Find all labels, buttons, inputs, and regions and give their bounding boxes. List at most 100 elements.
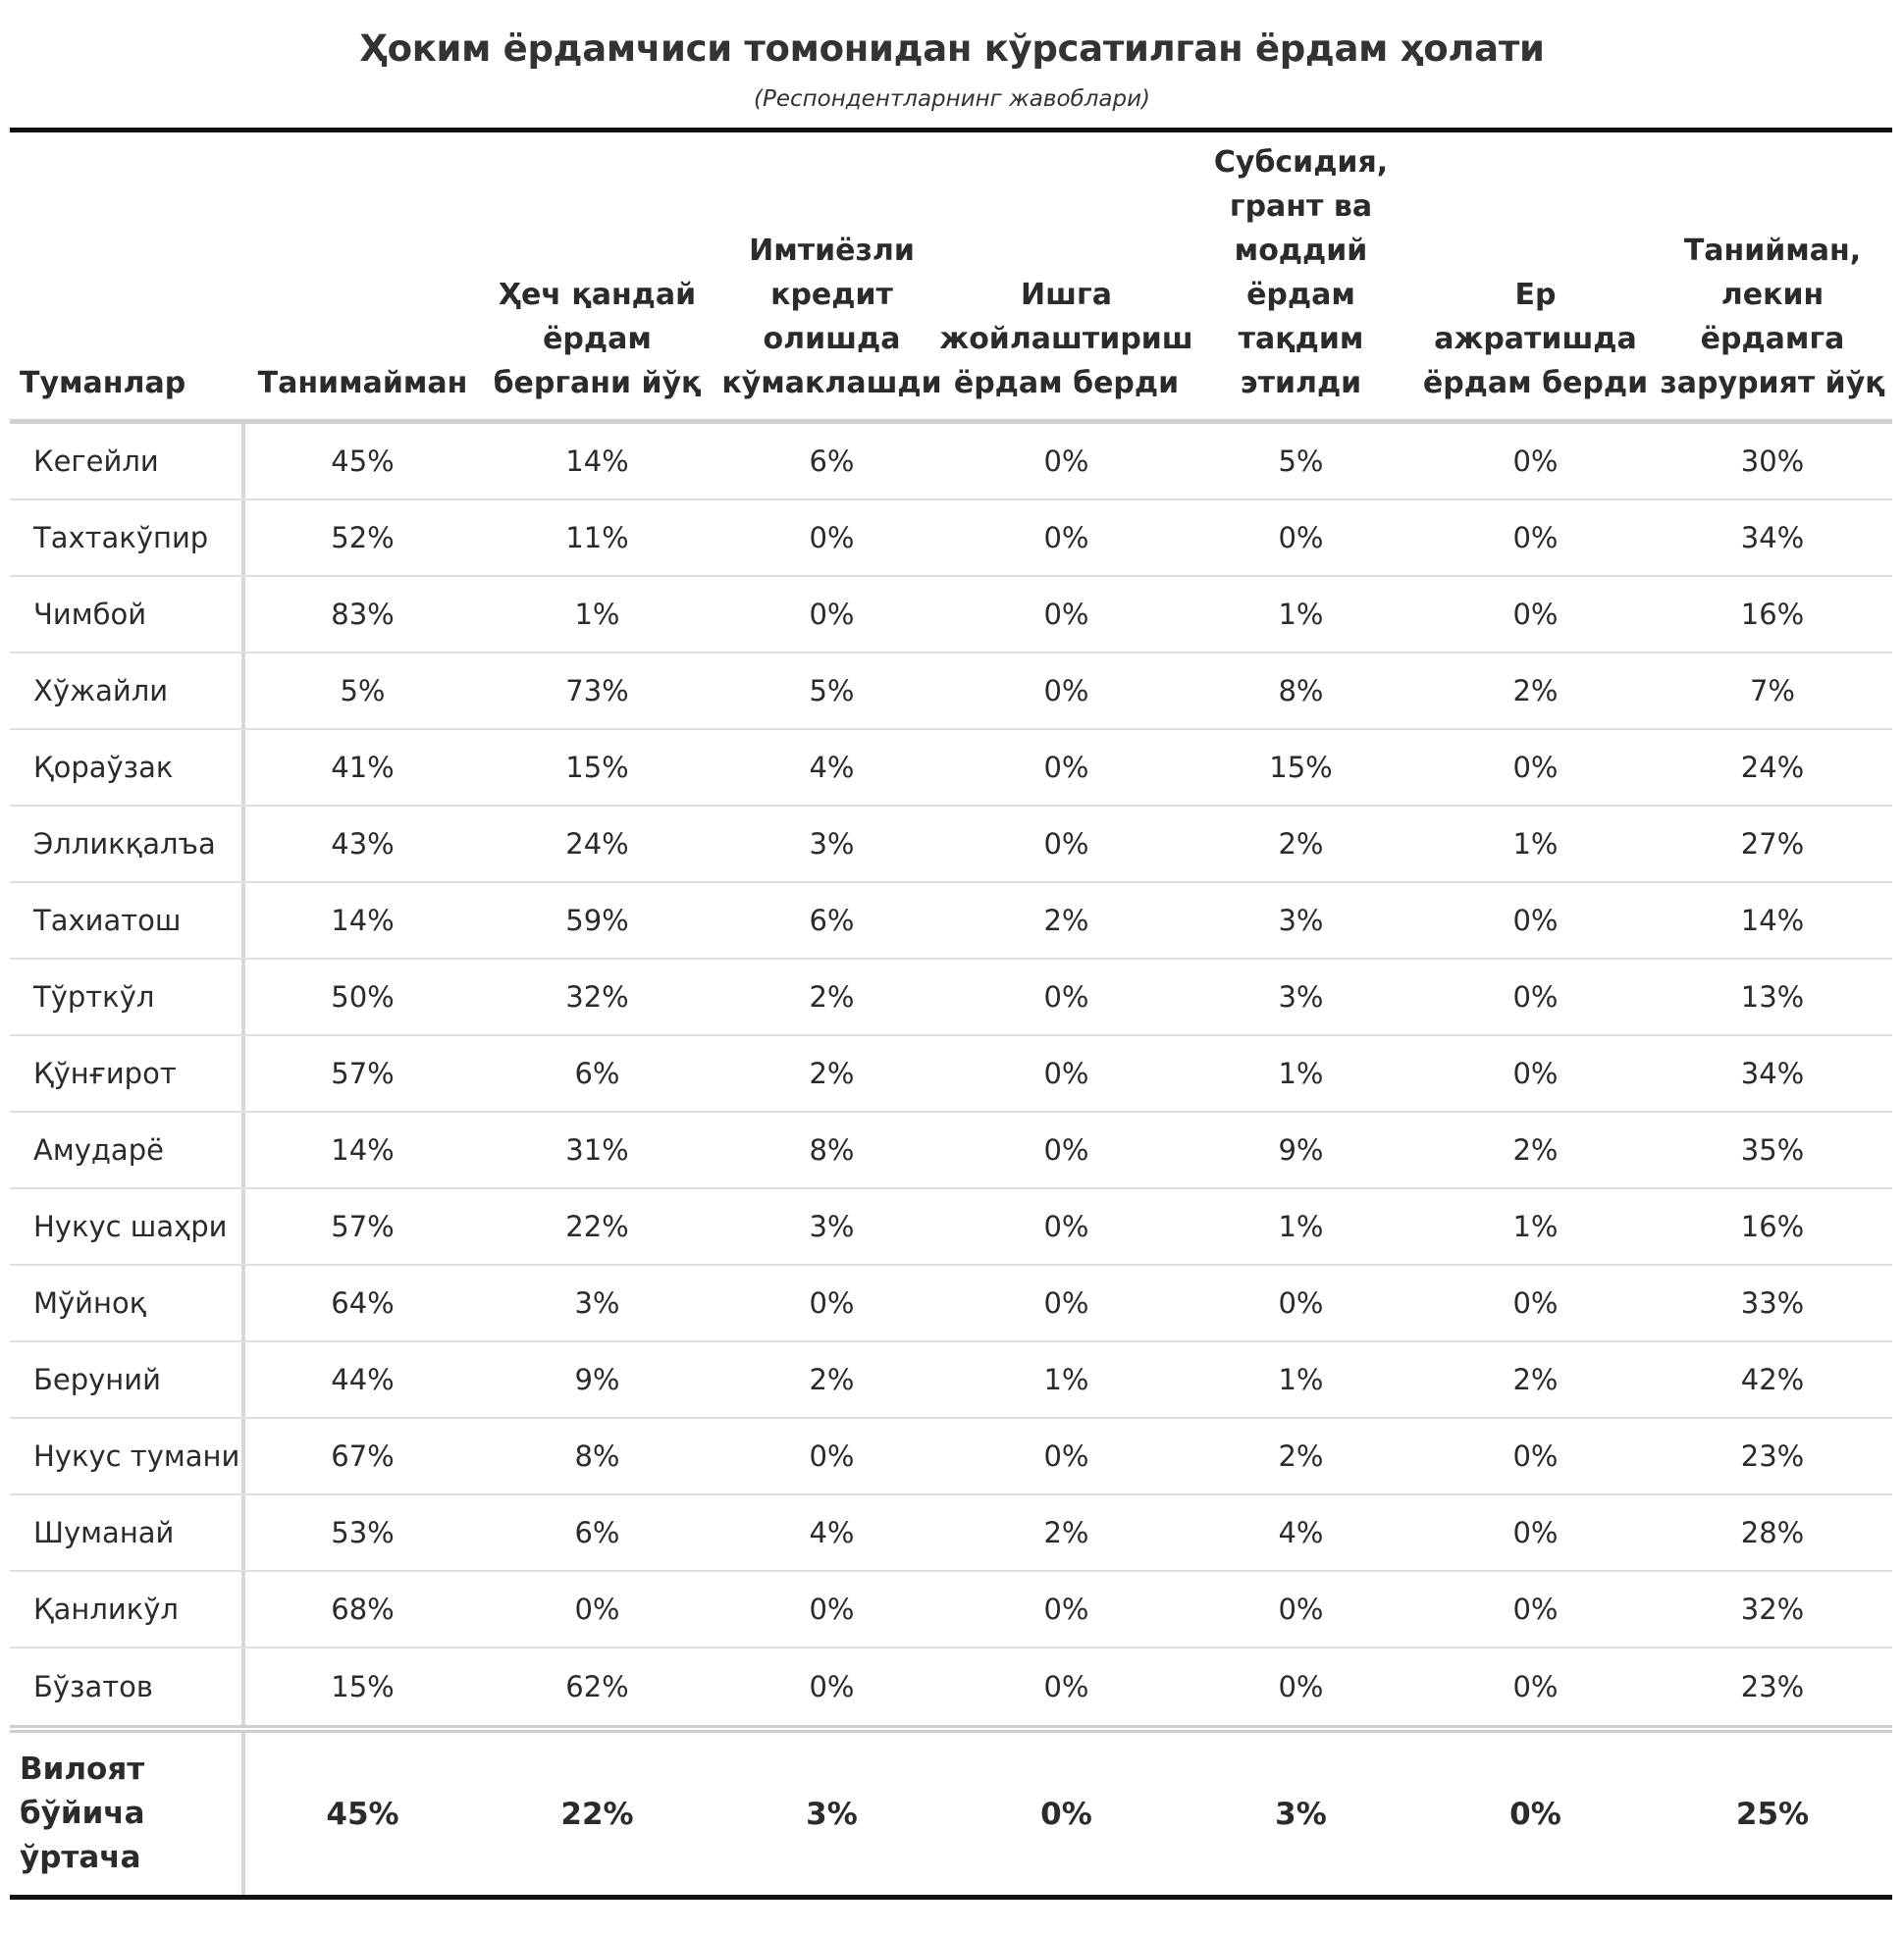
value-cell: 32% [565, 980, 629, 1014]
value-cell: 4% [809, 751, 855, 784]
value-cell: 34% [1740, 521, 1805, 554]
value-cell: 0% [1043, 1593, 1089, 1626]
value-cell: 0% [1043, 1286, 1089, 1320]
value-cell: 62% [565, 1670, 629, 1703]
footer-label-cell: Вилоят бўйича ўртача [10, 1733, 245, 1895]
value-cell: 0% [809, 521, 855, 554]
value-cell: 1% [1278, 1057, 1324, 1090]
district-name-cell: Тахиатош [10, 883, 245, 958]
value-cell: 0% [1043, 751, 1089, 784]
value-cell: 2% [809, 1057, 855, 1090]
district-name-cell: Амударё [10, 1113, 245, 1187]
value-cell: 2% [1512, 1133, 1559, 1167]
value-cell: 1% [1278, 1210, 1324, 1243]
value-cell: 59% [565, 904, 629, 937]
value-cell: 0% [809, 1670, 855, 1703]
value-cell: 0% [1512, 904, 1559, 937]
value-cell: 1% [574, 598, 620, 631]
footer-value-cell: 45% [326, 1796, 399, 1832]
table-body: Кегейли 45% 14% 6% 0% 5% 0% 30% Тахтакўпир 52% 11%… [10, 424, 1892, 1725]
data-table: Туманлар Танимайман Ҳеч қандай ёрдам бер… [10, 128, 1892, 1900]
value-cell: 8% [574, 1439, 620, 1473]
column-header-credit-help: Имтиёзли кредит олишда кўмаклашди [721, 234, 942, 400]
value-cell: 83% [331, 598, 395, 631]
value-cell: 3% [809, 827, 855, 861]
footer-value-cell: 22% [560, 1796, 634, 1832]
value-cell: 41% [331, 751, 395, 784]
value-cell: 2% [1512, 674, 1559, 707]
district-name-cell: Нукус тумани [10, 1419, 245, 1493]
footer-value-cell: 0% [1040, 1796, 1092, 1832]
table-row: Тахтакўпир 52% 11% 0% 0% 0% 0% 34% [10, 500, 1892, 577]
value-cell: 0% [1043, 827, 1089, 861]
value-cell: 4% [1278, 1516, 1324, 1549]
value-cell: 9% [574, 1363, 620, 1396]
value-cell: 67% [331, 1439, 395, 1473]
value-cell: 3% [1278, 904, 1324, 937]
district-name-cell: Чимбой [10, 577, 245, 652]
value-cell: 1% [1278, 1363, 1324, 1396]
value-cell: 28% [1740, 1516, 1805, 1549]
table-footer-row: Вилоят бўйича ўртача 45% 22% 3% 0% 3% 0% 25% [10, 1733, 1892, 1900]
value-cell: 45% [331, 445, 395, 478]
value-cell: 0% [1043, 1133, 1089, 1167]
value-cell: 0% [1512, 1439, 1559, 1473]
value-cell: 0% [809, 598, 855, 631]
value-cell: 32% [1740, 1593, 1805, 1626]
footer-divider [10, 1725, 1892, 1733]
value-cell: 14% [565, 445, 629, 478]
value-cell: 3% [809, 1210, 855, 1243]
value-cell: 2% [1043, 904, 1089, 937]
value-cell: 57% [331, 1057, 395, 1090]
table-row: Беруний 44% 9% 2% 1% 1% 2% 42% [10, 1342, 1892, 1419]
value-cell: 14% [331, 1133, 395, 1167]
value-cell: 73% [565, 674, 629, 707]
table-row: Қанликўл 68% 0% 0% 0% 0% 0% 32% [10, 1572, 1892, 1648]
value-cell: 6% [809, 904, 855, 937]
value-cell: 7% [1749, 674, 1795, 707]
footer-value-cell: 25% [1735, 1796, 1810, 1832]
column-header-land-help: Ер ажратишда ёрдам берди [1422, 278, 1649, 400]
value-cell: 16% [1740, 1210, 1805, 1243]
footer-value-cell: 3% [1275, 1796, 1327, 1832]
district-name-cell: Тўрткўл [10, 960, 245, 1034]
value-cell: 0% [1043, 1670, 1089, 1703]
value-cell: 0% [1043, 598, 1089, 631]
district-name-cell: Беруний [10, 1342, 245, 1417]
column-header-no-help: Ҳеч қандай ёрдам бергани йўқ [493, 278, 702, 400]
value-cell: 0% [1043, 445, 1089, 478]
value-cell: 0% [1512, 751, 1559, 784]
value-cell: 0% [1512, 445, 1559, 478]
value-cell: 0% [1512, 1670, 1559, 1703]
value-cell: 43% [331, 827, 395, 861]
value-cell: 0% [1512, 980, 1559, 1014]
value-cell: 9% [1278, 1133, 1324, 1167]
table-row: Амударё 14% 31% 8% 0% 9% 2% 35% [10, 1113, 1892, 1189]
district-name-cell: Қўнғирот [10, 1036, 245, 1111]
table-row: Хўжайли 5% 73% 5% 0% 8% 2% 7% [10, 654, 1892, 730]
value-cell: 14% [1740, 904, 1805, 937]
district-name-cell: Бўзатов [10, 1648, 245, 1725]
value-cell: 8% [809, 1133, 855, 1167]
value-cell: 68% [331, 1593, 395, 1626]
value-cell: 0% [1043, 674, 1089, 707]
value-cell: 0% [1278, 1593, 1324, 1626]
value-cell: 50% [331, 980, 395, 1014]
value-cell: 0% [1512, 1057, 1559, 1090]
value-cell: 2% [1043, 1516, 1089, 1549]
column-header-subsidy-help: Субсидия, грант ва моддий ёрдам тақдим э… [1213, 145, 1389, 400]
district-name-cell: Мўйноқ [10, 1266, 245, 1340]
value-cell: 0% [1512, 1286, 1559, 1320]
value-cell: 31% [565, 1133, 629, 1167]
value-cell: 0% [1043, 1210, 1089, 1243]
table-row: Тахиатош 14% 59% 6% 2% 3% 0% 14% [10, 883, 1892, 960]
value-cell: 2% [809, 980, 855, 1014]
value-cell: 2% [809, 1363, 855, 1396]
value-cell: 5% [1278, 445, 1324, 478]
table-title: Ҳоким ёрдамчиси томонидан кўрсатилган ёр… [359, 27, 1545, 70]
value-cell: 15% [565, 751, 629, 784]
table-header: Туманлар Танимайман Ҳеч қандай ёрдам бер… [10, 132, 1892, 419]
value-cell: 2% [1278, 1439, 1324, 1473]
value-cell: 53% [331, 1516, 395, 1549]
value-cell: 27% [1740, 827, 1805, 861]
